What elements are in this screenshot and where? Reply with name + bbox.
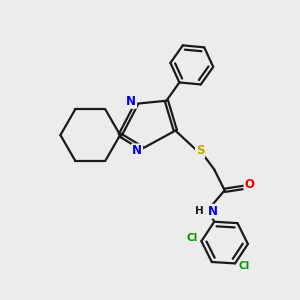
Text: N: N	[126, 95, 136, 108]
Text: S: S	[196, 144, 204, 157]
Text: Cl: Cl	[239, 261, 250, 272]
Text: Cl: Cl	[186, 232, 197, 243]
Text: O: O	[244, 178, 254, 191]
Text: N: N	[132, 144, 142, 158]
Text: N: N	[208, 205, 218, 218]
Text: H: H	[196, 206, 204, 216]
